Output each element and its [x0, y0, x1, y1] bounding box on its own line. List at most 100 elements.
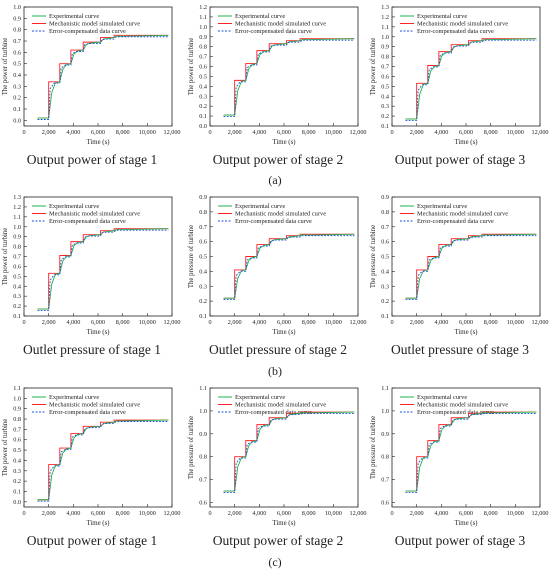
y-tick-label: 0.4: [381, 268, 389, 275]
legend-label: Experimental curve: [417, 394, 467, 401]
y-tick-label: 0.3: [381, 283, 389, 290]
series-line-compensated: [405, 235, 537, 301]
y-tick-label: 0.7: [381, 224, 389, 231]
panel-caption: Output power of stage 1: [27, 533, 157, 548]
legend-label: Error-compensated data curve: [235, 218, 312, 225]
y-tick-label: 0.2: [13, 478, 21, 485]
y-tick-label: 0.9: [13, 406, 21, 413]
series-line-experimental: [37, 419, 169, 501]
x-tick-label: 6,000: [277, 510, 291, 517]
x-tick-label: 12,000: [163, 129, 180, 136]
series-line-compensated: [223, 39, 355, 117]
x-tick-label: 8,000: [116, 129, 130, 136]
panel-caption: Output power of stage 1: [27, 152, 157, 167]
y-tick-label: 0.4: [13, 457, 21, 464]
row-label: (c): [268, 555, 281, 569]
series-line-experimental: [405, 411, 537, 492]
y-tick-label: 0.9: [381, 44, 389, 51]
x-tick-label: 0: [390, 319, 393, 326]
y-tick-label: 0.6: [381, 239, 389, 246]
series-line-compensated: [37, 421, 169, 502]
y-tick-label: 0.6: [13, 49, 21, 56]
legend-label: Experimental curve: [417, 203, 467, 210]
y-tick-label: 0.8: [381, 209, 389, 216]
x-tick-label: 6,000: [277, 129, 291, 136]
x-tick-label: 6,000: [459, 129, 473, 136]
y-tick-label: 0.6: [13, 263, 21, 270]
y-tick-label: 0.8: [381, 54, 389, 61]
x-tick-label: 2,000: [410, 510, 424, 517]
y-tick-label: 0.0: [13, 499, 21, 506]
y-axis-label: The pressure of turbine: [370, 416, 377, 479]
y-tick-label: 0.7: [381, 477, 389, 484]
y-tick-label: 1.3: [381, 4, 389, 11]
x-tick-label: 8,000: [484, 319, 498, 326]
x-tick-label: 8,000: [302, 319, 316, 326]
x-tick-label: 4,000: [66, 510, 80, 517]
x-tick-label: 2,000: [228, 129, 242, 136]
x-tick-label: 6,000: [91, 319, 105, 326]
x-tick-label: 4,000: [434, 129, 448, 136]
legend-label: Mechanistic model simulated curve: [417, 402, 508, 409]
legend-label: Error-compensated data curve: [235, 409, 312, 416]
y-tick-label: 0.7: [199, 54, 207, 61]
legend-label: Mechanistic model simulated curve: [235, 402, 326, 409]
series-line-compensated: [37, 229, 169, 311]
x-tick-label: 12,000: [531, 510, 548, 517]
x-tick-label: 8,000: [302, 510, 316, 517]
x-tick-label: 2,000: [42, 129, 56, 136]
y-tick-label: 1.1: [199, 14, 207, 21]
y-tick-label: 0.4: [381, 93, 389, 100]
x-tick-label: 0: [390, 510, 393, 517]
y-tick-label: 0.1: [199, 313, 207, 320]
series-line-experimental: [37, 228, 169, 310]
x-tick-label: 12,000: [349, 319, 366, 326]
y-tick-label: 0.8: [13, 244, 21, 251]
x-tick-label: 4,000: [252, 510, 266, 517]
series-line-experimental: [223, 411, 355, 492]
y-tick-label: 0.6: [381, 499, 389, 506]
y-tick-label: 0.4: [199, 268, 207, 275]
x-tick-label: 8,000: [484, 129, 498, 136]
y-tick-label: 0.0: [199, 123, 207, 130]
y-tick-label: 1.2: [199, 4, 207, 11]
x-tick-label: 6,000: [91, 129, 105, 136]
y-tick-label: 1.2: [381, 14, 389, 21]
x-axis-label: Time (s): [87, 520, 110, 527]
y-tick-label: 0.4: [13, 283, 21, 290]
panel-caption: Outlet pressure of stage 1: [23, 342, 161, 357]
legend-label: Error-compensated data curve: [49, 409, 126, 416]
legend-label: Experimental curve: [49, 394, 99, 401]
y-tick-label: 0.1: [199, 113, 207, 120]
legend-label: Experimental curve: [417, 13, 467, 20]
chart-panel-5: 0 2,000 4,000 6,000 8,000 10,000 12,000 0.1 0.2 0…: [188, 194, 367, 357]
y-tick-label: 0.8: [13, 416, 21, 423]
panel-caption: Outlet pressure of stage 2: [209, 342, 347, 357]
x-tick-label: 8,000: [116, 510, 130, 517]
row-label: (a): [268, 173, 281, 187]
y-tick-label: 0.8: [381, 454, 389, 461]
y-tick-label: 1.1: [13, 214, 21, 221]
x-tick-label: 2,000: [42, 510, 56, 517]
x-tick-label: 6,000: [459, 510, 473, 517]
x-axis-label: Time (s): [273, 329, 296, 336]
y-tick-label: 0.2: [381, 298, 389, 305]
chart-panel-1: 0 2,000 4,000 6,000 8,000 10,000 12,000 0.0 0.1 0…: [2, 4, 181, 167]
y-tick-label: 0.9: [13, 234, 21, 241]
legend-label: Error-compensated data curve: [49, 28, 126, 35]
chart-panel-9: 0 2,000 4,000 6,000 8,000 10,000 12,000 0.6 0.7 0…: [370, 385, 549, 548]
y-tick-label: 0.6: [13, 437, 21, 444]
y-tick-label: 0.1: [13, 106, 21, 113]
x-tick-label: 12,000: [349, 129, 366, 136]
series-line-experimental: [405, 233, 537, 299]
y-tick-label: 0.1: [381, 123, 389, 130]
y-tick-label: 0.2: [13, 303, 21, 310]
series-line-compensated: [405, 39, 537, 121]
y-tick-label: 0.7: [13, 426, 21, 433]
y-tick-label: 0.7: [13, 254, 21, 261]
x-tick-label: 4,000: [252, 129, 266, 136]
y-axis-label: The power of turbine: [370, 38, 377, 96]
x-tick-label: 2,000: [410, 129, 424, 136]
y-axis-label: The power of turbine: [2, 38, 9, 96]
y-tick-label: 0.5: [381, 83, 389, 90]
